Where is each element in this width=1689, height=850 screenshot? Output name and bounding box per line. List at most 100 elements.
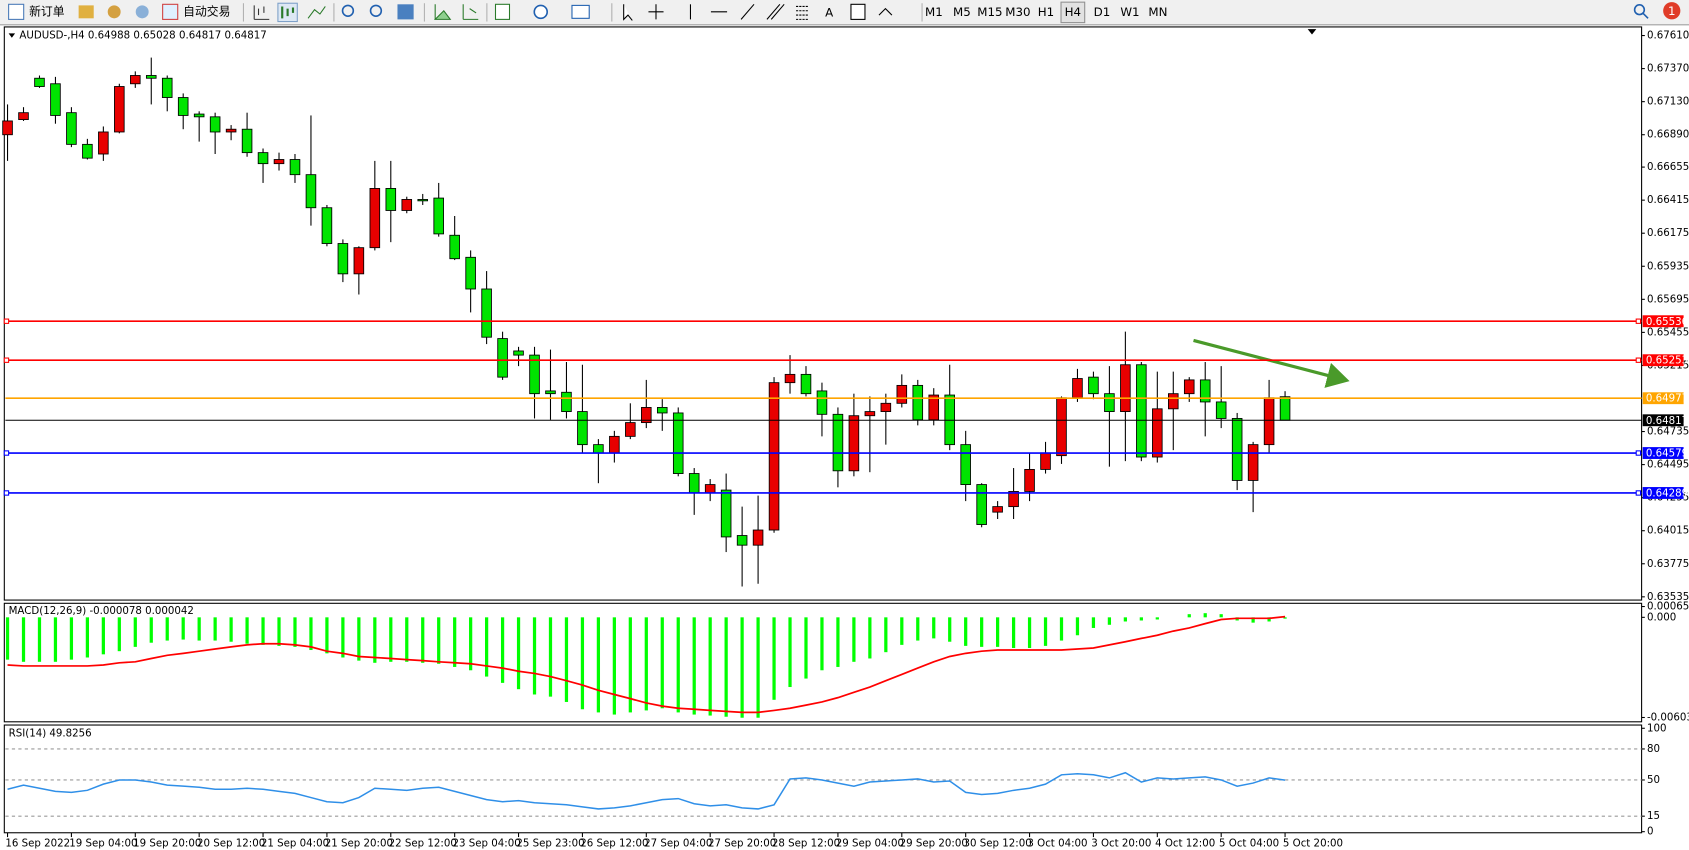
macd-histogram-bar (484, 617, 489, 677)
macd-histogram-bar (21, 617, 26, 662)
candle-body (1008, 491, 1019, 508)
candle-body (720, 489, 732, 538)
x-tick-label: 29 Sep 04:00 (836, 839, 904, 850)
macd-histogram-bar (1075, 617, 1080, 636)
candle-body (321, 207, 333, 244)
zoom-out-button[interactable] (369, 4, 383, 17)
timeframe-button[interactable]: W1 (1120, 5, 1139, 19)
candle-body (337, 243, 349, 275)
candle-body (896, 384, 908, 404)
macd-histogram-bar (261, 617, 265, 645)
macd-histogram-bar (916, 617, 920, 641)
timeframe-button[interactable]: M1 (925, 5, 943, 19)
candle-body (1104, 393, 1115, 413)
macd-histogram-bar (1267, 617, 1271, 622)
y-tick-label: 0.000 (1647, 612, 1676, 623)
line-chart-button[interactable] (307, 6, 326, 19)
candle-body (209, 116, 221, 133)
arrows-button[interactable] (878, 7, 893, 16)
new-order-icon[interactable] (8, 3, 25, 20)
macd-histogram-bar (453, 617, 457, 667)
chart-shift-button[interactable] (462, 4, 479, 20)
shift-marker (1307, 29, 1317, 35)
macd-title: MACD(12,26,9) (9, 606, 87, 617)
macd-histogram-bar (996, 617, 1000, 647)
zoom-in-button[interactable] (341, 4, 355, 17)
y-tick-label: 0.000651 (1647, 602, 1689, 613)
timeframe-button[interactable]: H4 (1065, 5, 1081, 19)
timeframe-button[interactable]: M5 (953, 5, 971, 19)
indicators-button[interactable] (494, 3, 511, 20)
tile-button[interactable] (397, 4, 414, 20)
fibo-button[interactable] (796, 5, 809, 20)
macd-signal-line (7, 615, 1286, 714)
y-tick-label: -0.006036 (1647, 712, 1689, 723)
toolbar-icon[interactable] (78, 5, 94, 19)
candle-body (880, 402, 892, 413)
timeframe-button[interactable]: M30 (1005, 5, 1030, 19)
price-level-label: 0.65253 (1646, 356, 1688, 367)
active-timeframe (1060, 1, 1086, 24)
timeframe-button[interactable]: H1 (1038, 5, 1054, 19)
macd-histogram-bar (884, 617, 888, 653)
text-tool-button[interactable]: A (825, 5, 833, 19)
auto-trading-icon[interactable] (162, 3, 179, 20)
candle-body (98, 131, 109, 155)
price-level-tag (1642, 315, 1684, 328)
macd-histogram-bar (309, 617, 313, 651)
timeframe-button[interactable]: MN (1148, 5, 1167, 19)
macd-panel (3, 602, 1643, 723)
candle-body (545, 390, 556, 395)
toolbar-icon[interactable] (107, 5, 121, 19)
macd-histogram-bar (213, 617, 217, 641)
candle-body (1231, 418, 1243, 481)
candle-body (609, 435, 620, 454)
rsi-title: RSI(14) (9, 729, 47, 740)
cursor-button[interactable] (623, 4, 633, 21)
toolbar: 新订单 自动交易 A M1 M5 M15 M30 H1 H4 D1 W (0, 0, 1689, 26)
macd-histogram-bar (516, 617, 521, 690)
timeframe-button[interactable]: D1 (1094, 5, 1111, 19)
autoscroll-button[interactable] (433, 4, 452, 20)
label-tool-button[interactable] (850, 3, 866, 20)
candle-body (577, 411, 588, 446)
macd-histogram-bar (900, 617, 904, 645)
x-tick-label: 30 Sep 12:00 (964, 839, 1032, 850)
crosshair-button[interactable] (648, 4, 664, 20)
macd-histogram-bar (101, 617, 105, 655)
rsi-line (7, 771, 1286, 810)
x-tick-label: 19 Sep 20:00 (133, 839, 201, 850)
channel-button[interactable] (766, 3, 785, 20)
macd-histogram-bar (1011, 617, 1016, 649)
new-order-button[interactable]: 新订单 (29, 4, 65, 18)
macd-histogram-bar (1203, 613, 1207, 618)
y-tick-label: 0.65455 (1647, 327, 1689, 338)
trendline-button[interactable] (740, 3, 755, 20)
price-level-label: 0.64977 (1646, 394, 1688, 405)
candle-body (305, 174, 317, 209)
notification-badge[interactable] (1663, 2, 1681, 20)
price-header: AUDUSD-,H4 0.64988 0.65028 0.64817 0.648… (19, 31, 266, 42)
templates-button[interactable] (571, 4, 590, 19)
y-tick-label: 0.64495 (1647, 460, 1689, 471)
candle-body (513, 350, 524, 356)
macd-histogram-bar (133, 617, 137, 647)
symbol-menu-icon[interactable] (8, 33, 16, 38)
bar-chart-button[interactable] (253, 5, 270, 20)
auto-trading-button[interactable]: 自动交易 (183, 4, 230, 18)
candle-body (225, 128, 237, 133)
macd-histogram-bar (53, 617, 58, 662)
search-button[interactable] (1633, 4, 1646, 16)
candle-body (130, 75, 141, 85)
candle-body (529, 354, 540, 395)
toolbar-icon[interactable] (135, 5, 149, 19)
macd-histogram-bar (980, 617, 984, 647)
timeframe-button[interactable]: M15 (977, 5, 1002, 19)
macd-histogram-bar (804, 617, 808, 679)
macd-histogram-bar (117, 617, 121, 652)
candle-body (177, 97, 189, 116)
price-level-tag (1642, 392, 1684, 405)
y-tick-label: 0.66655 (1647, 162, 1689, 173)
periods-button[interactable] (533, 4, 549, 20)
